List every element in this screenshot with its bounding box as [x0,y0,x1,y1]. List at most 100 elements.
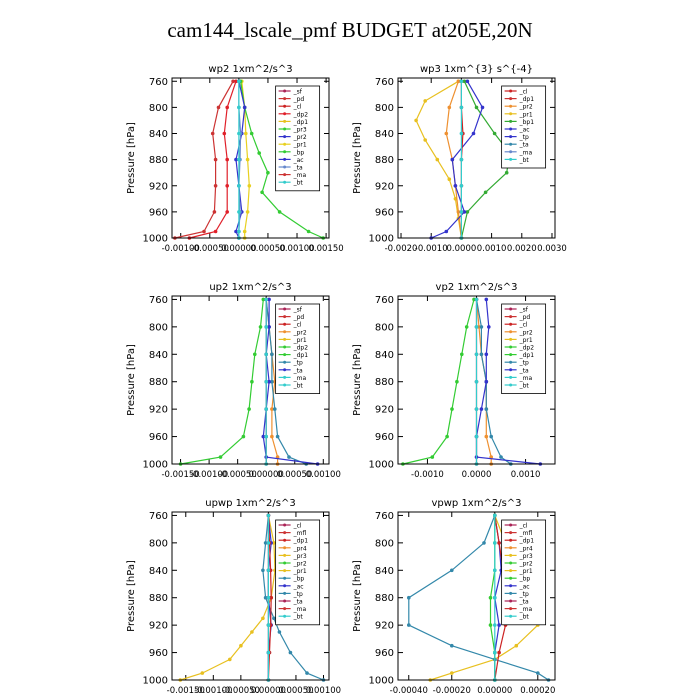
plot-frame [397,77,556,239]
legend-label: _tp [519,360,529,367]
y-tick-label: 1000 [369,234,394,245]
legend-label: _ta [519,599,529,606]
chart-title: vpwp 1xm^2/s^3 [431,498,521,509]
x-tick-label: 0.00150 [309,244,344,254]
x-tick-label: 0.00000 [251,686,286,696]
y-tick-label: 800 [375,322,394,333]
page-title: cam144_lscale_pmf BUDGET at205E,20N [167,18,533,42]
x-tick-label: -0.00100 [194,686,232,696]
y-tick-label: 840 [149,566,168,577]
plot-frame [171,77,330,239]
legend-label: _ta [293,599,303,606]
series-point [445,434,449,439]
series-point [450,157,455,162]
series-point [287,455,291,459]
series-point [272,541,276,545]
series-point [465,210,470,214]
series-point [264,325,269,329]
legend-marker [283,322,287,326]
legend-box [275,303,321,394]
legend-label: _dp1 [293,538,309,545]
series-point [455,379,459,384]
legend-label: _sf [293,307,303,314]
y-tick-label: 920 [375,405,394,416]
series-point [237,229,241,234]
y-axis-label: Pressure [hPa] [352,560,363,632]
y-tick-label: 1000 [143,676,168,687]
series-point [272,616,276,621]
series-point [234,79,238,84]
x-tick-label: 0.0000 [447,244,477,254]
series-point [258,325,263,329]
legend-label: _pr4 [293,545,307,552]
legend-label: _bt [293,614,304,621]
x-tick-label: -0.00150 [161,470,199,480]
series-point [499,455,503,459]
legend-label: _bt [519,614,530,621]
legend-label: _ta [519,142,529,149]
legend-marker [509,89,513,93]
series-point [266,513,271,518]
y-tick-label: 760 [149,511,168,522]
series-point [474,407,479,411]
legend-marker [509,553,513,557]
legend-marker [509,584,513,588]
legend-marker [283,119,287,123]
legend-marker [509,112,513,116]
series-point [270,434,274,439]
legend-label: _ta [293,367,303,374]
x-tick-label: 0.0030 [537,244,567,254]
series-point [459,131,464,136]
y-tick-label: 880 [149,593,168,604]
series-point [267,379,271,384]
series-point [423,99,428,103]
legend-marker [283,584,287,588]
legend-label: _dp1 [519,352,535,359]
series-point [237,157,241,162]
legend-label: _bt [293,180,304,187]
legend-label: _tp [519,134,529,141]
legend-marker [283,112,287,116]
legend-marker [283,150,287,154]
series-point [465,79,470,84]
chart-title: vp2 1xm^2/s^3 [436,282,518,293]
x-tick-label: -0.00050 [222,686,260,696]
series-line-tp [265,299,307,465]
series-point [459,184,464,188]
x-tick-label: -0.00050 [219,470,257,480]
series-point [210,131,215,136]
series-point [275,434,280,439]
x-tick-label: 0.00050 [277,470,312,480]
legend-marker [509,307,513,311]
y-axis-label: Pressure [hPa] [126,344,137,416]
series-line-pd [174,81,234,239]
series-point [430,455,435,459]
legend-marker [283,353,287,357]
x-tick-label: 0.00000 [249,470,284,480]
series-point [456,210,461,214]
series-point [484,379,489,384]
legend-label: _ac [293,583,304,590]
legend-label: _cl [293,523,302,530]
series-point [261,297,266,302]
chart-panel-5: upwp 1xm^2/s^3 Pressure [hPa] 760 800 840 880… [126,498,341,696]
series-point [234,229,238,234]
series-line-pr1 [241,81,250,238]
series-point [504,170,509,175]
series-point [249,131,254,136]
legend-marker [509,599,513,603]
series-point [474,297,479,302]
series-point [213,184,218,188]
legend-marker [509,353,513,357]
legend-label: _ma [519,149,533,156]
series-point [264,434,269,439]
series-point [305,671,309,675]
series-point [536,671,540,675]
series-point [492,131,497,136]
legend-label: _pr2 [519,329,533,336]
legend-label: _pd [293,314,305,321]
series-point [242,105,247,110]
y-tick-label: 880 [149,377,168,388]
x-tick-label: 0.0010 [477,244,507,254]
series-point [225,157,229,162]
